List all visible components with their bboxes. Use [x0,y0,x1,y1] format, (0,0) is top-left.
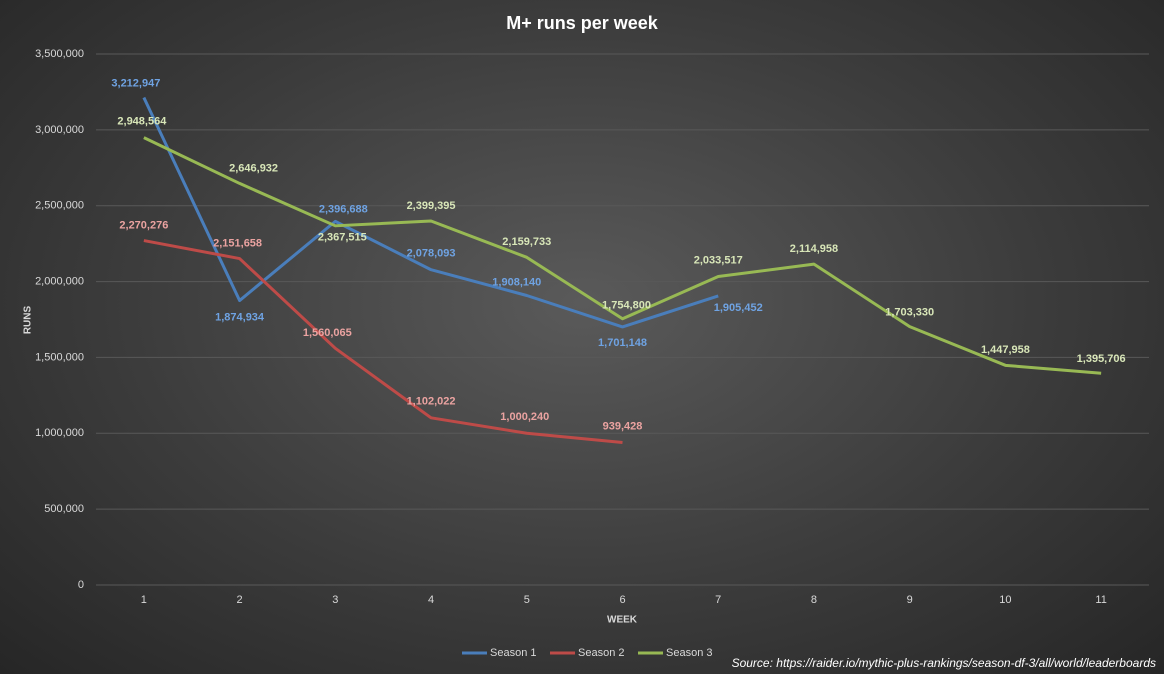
x-tick-label: 1 [141,594,147,606]
x-tick-label: 8 [811,594,817,606]
y-tick-label: 0 [78,579,84,591]
data-label: 2,399,395 [407,200,456,212]
data-label: 939,428 [603,420,643,432]
data-label: 1,905,452 [714,302,763,314]
x-tick-label: 9 [907,594,913,606]
series-line [143,239,623,444]
source-note: Source: https://raider.io/mythic-plus-ra… [732,656,1156,670]
series-line [142,96,719,329]
data-label: 1,395,706 [1077,353,1126,365]
data-label: 2,151,658 [213,237,262,249]
x-tick-label: 11 [1095,594,1106,606]
data-label: 1,701,148 [598,337,647,349]
data-label: 3,212,947 [111,77,160,89]
data-label: 1,874,934 [215,311,265,323]
x-axis-title: WEEK [607,615,638,626]
legend-label: Season 2 [578,647,624,659]
x-tick-label: 10 [999,594,1011,606]
data-label: 2,159,733 [502,236,551,248]
y-tick-label: 1,000,000 [35,427,84,439]
x-tick-label: 6 [619,594,625,606]
y-axis-title: RUNS [23,306,34,335]
data-label: 2,078,093 [407,248,456,260]
y-tick-label: 1,500,000 [35,351,84,363]
legend-label: Season 1 [490,647,536,659]
series-line [143,136,1102,375]
y-tick-label: 500,000 [44,503,84,515]
data-label: 1,000,240 [500,411,549,423]
y-tick-label: 2,000,000 [35,275,84,287]
y-tick-label: 3,000,000 [35,124,84,136]
data-label: 2,033,517 [694,254,743,266]
legend-label: Season 3 [666,647,712,659]
data-label: 1,102,022 [407,396,456,408]
data-label: 2,396,688 [319,203,368,215]
data-label: 2,270,276 [119,219,168,231]
x-tick-label: 5 [524,594,530,606]
data-label: 1,908,140 [492,276,541,288]
y-tick-label: 2,500,000 [35,200,84,212]
x-tick-label: 3 [332,594,338,606]
x-tick-label: 7 [715,594,721,606]
data-label: 1,703,330 [885,306,934,318]
data-label: 1,560,065 [303,327,352,339]
x-tick-label: 4 [428,594,434,606]
chart-title: M+ runs per week [506,13,659,33]
data-label: 2,367,515 [318,232,367,244]
data-label: 2,948,564 [117,116,167,128]
x-tick-label: 2 [237,594,243,606]
data-label: 2,646,932 [229,162,278,174]
y-tick-label: 3,500,000 [35,48,84,60]
data-label: 1,447,958 [981,344,1030,356]
data-label: 1,754,800 [602,300,651,312]
data-label: 2,114,958 [790,243,838,255]
